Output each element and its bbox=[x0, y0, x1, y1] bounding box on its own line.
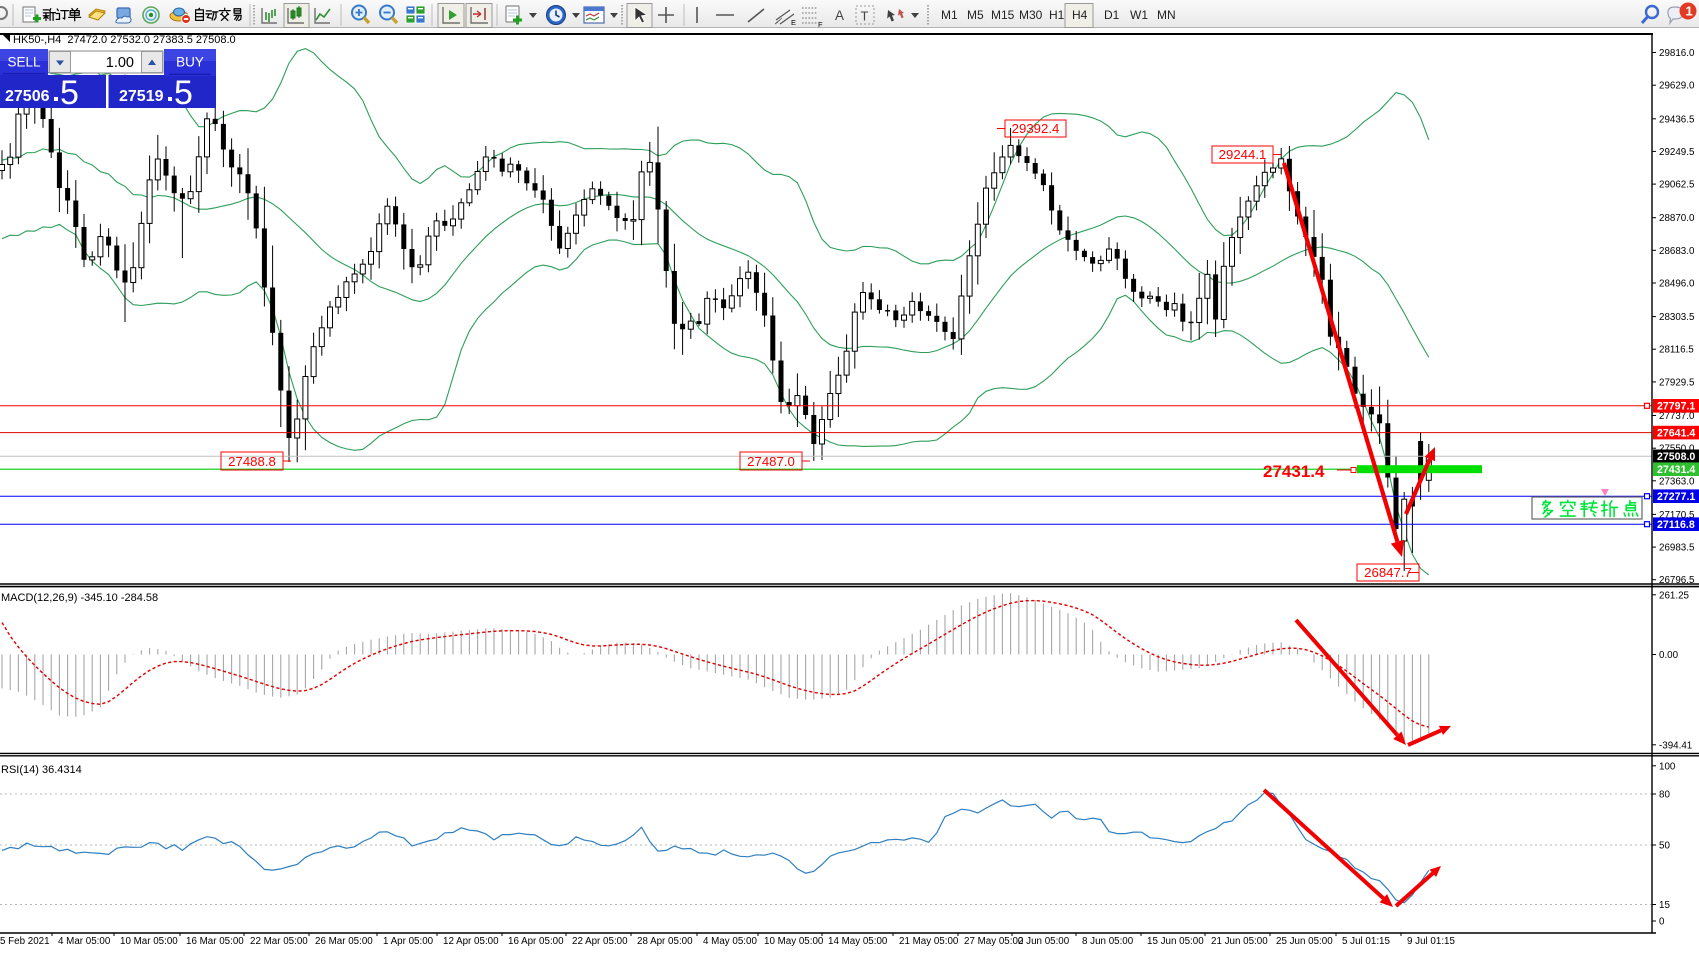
svg-text:D1: D1 bbox=[1104, 8, 1120, 22]
svg-text:8 Jun 05:00: 8 Jun 05:00 bbox=[1082, 936, 1134, 947]
svg-text:16 Mar 05:00: 16 Mar 05:00 bbox=[186, 936, 244, 947]
svg-text:T: T bbox=[861, 9, 869, 24]
svg-text:26796.5: 26796.5 bbox=[1659, 575, 1695, 586]
svg-text:A: A bbox=[835, 8, 844, 23]
svg-text:0: 0 bbox=[1659, 917, 1665, 928]
svg-text:29244.1: 29244.1 bbox=[1219, 147, 1267, 162]
svg-text:25 Jun 05:00: 25 Jun 05:00 bbox=[1276, 936, 1333, 947]
svg-text:RSI(14) 36.4314: RSI(14) 36.4314 bbox=[1, 764, 82, 776]
svg-text:E: E bbox=[791, 18, 796, 27]
svg-text:M5: M5 bbox=[967, 8, 984, 22]
svg-text:1.00: 1.00 bbox=[106, 55, 134, 71]
svg-text:27508.0: 27508.0 bbox=[1657, 451, 1695, 463]
svg-text:27116.8: 27116.8 bbox=[1657, 519, 1695, 531]
svg-text:27170.5: 27170.5 bbox=[1659, 510, 1695, 521]
svg-text:10 May 05:00: 10 May 05:00 bbox=[764, 936, 824, 947]
svg-text:14 May 05:00: 14 May 05:00 bbox=[828, 936, 888, 947]
svg-text:29436.5: 29436.5 bbox=[1659, 114, 1695, 125]
svg-text:5: 5 bbox=[174, 74, 193, 111]
svg-text:27550.0: 27550.0 bbox=[1659, 444, 1695, 455]
svg-text:10 Mar 05:00: 10 Mar 05:00 bbox=[120, 936, 178, 947]
svg-text:28870.0: 28870.0 bbox=[1659, 213, 1695, 224]
svg-text:27277.1: 27277.1 bbox=[1657, 491, 1695, 503]
svg-text:W1: W1 bbox=[1130, 8, 1148, 22]
svg-text:21 Jun 05:00: 21 Jun 05:00 bbox=[1211, 936, 1268, 947]
svg-text:28303.5: 28303.5 bbox=[1659, 312, 1695, 323]
svg-text:29629.0: 29629.0 bbox=[1659, 81, 1695, 92]
svg-text:28 Apr 05:00: 28 Apr 05:00 bbox=[637, 936, 693, 947]
svg-text:MACD(12,26,9) -345.10 -284.58: MACD(12,26,9) -345.10 -284.58 bbox=[1, 592, 158, 604]
svg-text:26983.5: 26983.5 bbox=[1659, 543, 1695, 554]
svg-text:27737.0: 27737.0 bbox=[1659, 411, 1695, 422]
svg-text:22 Mar 05:00: 22 Mar 05:00 bbox=[250, 936, 308, 947]
svg-text:27506: 27506 bbox=[5, 88, 50, 105]
svg-text:29392.4: 29392.4 bbox=[1012, 121, 1060, 136]
svg-text:12 Apr 05:00: 12 Apr 05:00 bbox=[443, 936, 499, 947]
svg-text:BUY: BUY bbox=[176, 55, 204, 70]
svg-text:50: 50 bbox=[1659, 841, 1670, 852]
svg-text:-394.41: -394.41 bbox=[1659, 740, 1692, 751]
svg-text:26847.7: 26847.7 bbox=[1364, 565, 1412, 580]
svg-text:29062.5: 29062.5 bbox=[1659, 180, 1695, 191]
svg-text:261.25: 261.25 bbox=[1659, 590, 1690, 601]
svg-text:27641.4: 27641.4 bbox=[1657, 427, 1695, 439]
svg-text:1 Apr 05:00: 1 Apr 05:00 bbox=[383, 936, 434, 947]
svg-text:27363.0: 27363.0 bbox=[1659, 476, 1695, 487]
svg-text:29249.5: 29249.5 bbox=[1659, 147, 1695, 158]
svg-text:27929.5: 27929.5 bbox=[1659, 377, 1695, 388]
svg-text:SELL: SELL bbox=[7, 55, 41, 70]
svg-text:27431.4: 27431.4 bbox=[1657, 464, 1695, 476]
svg-text:4 May 05:00: 4 May 05:00 bbox=[703, 936, 757, 947]
svg-text:16 Apr 05:00: 16 Apr 05:00 bbox=[508, 936, 564, 947]
svg-text:27519: 27519 bbox=[119, 88, 164, 105]
svg-text:M15: M15 bbox=[991, 8, 1015, 22]
svg-text:21 May 05:00: 21 May 05:00 bbox=[899, 936, 959, 947]
svg-text:M30: M30 bbox=[1019, 8, 1043, 22]
svg-text:27 May 05:00: 27 May 05:00 bbox=[964, 936, 1024, 947]
svg-text:HK50-,H4 27472.0 27532.0 2738: HK50-,H4 27472.0 27532.0 27383.5 27508.0 bbox=[13, 34, 236, 46]
svg-text:9 Jul 01:15: 9 Jul 01:15 bbox=[1407, 936, 1455, 947]
svg-text:27488.8: 27488.8 bbox=[228, 454, 276, 469]
svg-text:5 Jul 01:15: 5 Jul 01:15 bbox=[1342, 936, 1390, 947]
svg-text:15 Jun 05:00: 15 Jun 05:00 bbox=[1147, 936, 1204, 947]
svg-text:M1: M1 bbox=[941, 8, 958, 22]
svg-text:28116.5: 28116.5 bbox=[1659, 345, 1694, 356]
svg-text:15: 15 bbox=[1659, 900, 1670, 911]
svg-text:4 Mar 05:00: 4 Mar 05:00 bbox=[58, 936, 111, 947]
svg-text:H4: H4 bbox=[1072, 8, 1088, 22]
svg-text:0.00: 0.00 bbox=[1659, 650, 1679, 661]
svg-text:26 Mar 05:00: 26 Mar 05:00 bbox=[315, 936, 373, 947]
svg-text:H1: H1 bbox=[1049, 8, 1065, 22]
svg-text:29816.0: 29816.0 bbox=[1659, 48, 1695, 59]
svg-text:27431.4: 27431.4 bbox=[1263, 462, 1325, 481]
svg-text:5: 5 bbox=[60, 74, 79, 111]
svg-text:28496.0: 28496.0 bbox=[1659, 279, 1695, 290]
svg-text:MN: MN bbox=[1157, 8, 1176, 22]
svg-text:28683.0: 28683.0 bbox=[1659, 246, 1695, 257]
svg-text:5 Feb 2021: 5 Feb 2021 bbox=[0, 936, 50, 947]
svg-text:1: 1 bbox=[1686, 4, 1693, 19]
svg-text:80: 80 bbox=[1659, 790, 1670, 801]
svg-text:27797.1: 27797.1 bbox=[1657, 401, 1695, 413]
svg-text:22 Apr 05:00: 22 Apr 05:00 bbox=[572, 936, 628, 947]
svg-text:100: 100 bbox=[1659, 761, 1676, 772]
svg-text:F: F bbox=[818, 20, 823, 29]
svg-text:27487.0: 27487.0 bbox=[747, 454, 795, 469]
svg-text:2 Jun 05:00: 2 Jun 05:00 bbox=[1018, 936, 1070, 947]
